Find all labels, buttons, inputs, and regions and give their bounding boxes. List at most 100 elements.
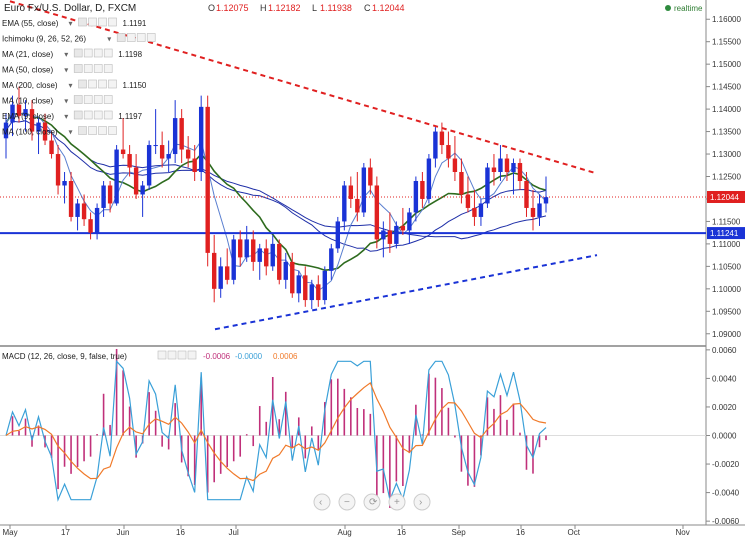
indicator-control-icon[interactable] [93, 110, 103, 120]
indicator-label: MA (100, close) [2, 128, 58, 137]
indicator-control-icon[interactable] [116, 33, 126, 42]
scroll-right-icon-glyph: › [419, 497, 422, 508]
macd-tick-label: 0.0040 [712, 374, 737, 383]
indicator-control-icon[interactable] [146, 33, 156, 42]
indicator-dropdown-icon[interactable]: ▾ [64, 112, 68, 121]
price-tick-label: 1.15000 [712, 60, 741, 69]
candle-body [543, 197, 549, 204]
indicator-control-icon[interactable] [78, 17, 87, 27]
candle-body [185, 149, 191, 159]
candle-body [55, 154, 61, 186]
time-tick-label: Oct [568, 528, 581, 537]
indicator-control-icon[interactable] [73, 95, 83, 104]
indicator-dropdown-icon[interactable]: ▾ [64, 97, 68, 106]
indicator-control-icon[interactable] [83, 48, 93, 58]
last-price-badge [707, 190, 745, 203]
candle-body [179, 118, 184, 150]
indicator-control-icon[interactable] [103, 110, 113, 120]
candle-body [329, 248, 334, 271]
candle-body [498, 158, 503, 173]
macd-tick-label: -0.0020 [712, 460, 740, 469]
indicator-label: MA (200, close) [2, 81, 58, 90]
scroll-left-icon[interactable] [313, 493, 331, 511]
candle-body [290, 261, 295, 294]
candle-body [459, 172, 464, 195]
indicator-control-icon[interactable] [73, 48, 83, 58]
macd-control-icon[interactable] [187, 350, 197, 360]
candle-body [101, 185, 106, 208]
candle-body [420, 180, 425, 199]
level-price-badge-text: 1.11241 [710, 229, 739, 238]
macd-legend-v1: -0.0006 [203, 352, 231, 361]
candle-body [361, 167, 367, 213]
candle-body [309, 284, 314, 301]
indicator-control-icon[interactable] [73, 64, 83, 73]
ohlc-label: C [364, 3, 371, 13]
indicator-control-icon[interactable] [103, 64, 113, 73]
indicator-dropdown-icon[interactable]: ▾ [107, 35, 111, 44]
indicator-dropdown-icon[interactable]: ▾ [69, 128, 73, 137]
indicator-dropdown-icon[interactable]: ▾ [64, 50, 68, 59]
indicator-control-icon[interactable] [98, 17, 107, 27]
indicator-control-icon[interactable] [98, 126, 107, 135]
candle-body [303, 275, 308, 301]
macd-tick-label: 0.0060 [712, 346, 737, 355]
candle-body [485, 167, 490, 204]
reset-icon[interactable] [363, 493, 381, 511]
indicator-control-icon[interactable] [93, 64, 103, 73]
candle-body [316, 284, 321, 301]
indicator-control-icon[interactable] [78, 79, 87, 89]
candle-body [120, 149, 126, 155]
indicator-control-icon[interactable] [88, 17, 97, 27]
ohlc-label: H [260, 3, 267, 13]
macd-control-icon[interactable] [157, 350, 167, 360]
candle-body [426, 158, 432, 199]
indicator-control-icon[interactable] [136, 33, 146, 42]
indicator-control-icon[interactable] [83, 110, 93, 120]
indicator-control-icon[interactable] [93, 95, 103, 104]
price-tick-label: 1.14500 [712, 83, 741, 92]
indicator-control-icon[interactable] [108, 126, 117, 135]
indicator-dropdown-icon[interactable]: ▾ [69, 81, 73, 90]
candle-body [81, 203, 87, 220]
candle-body [348, 185, 354, 199]
price-tick-label: 1.09500 [712, 307, 741, 316]
scroll-right-icon[interactable] [413, 493, 431, 511]
indicator-control-icon[interactable] [83, 64, 93, 73]
candle-body [504, 158, 510, 173]
candle-body [146, 145, 152, 186]
indicator-control-icon[interactable] [73, 110, 83, 120]
ohlc-value: 1.12044 [372, 3, 405, 13]
support-trendline[interactable] [214, 254, 598, 331]
indicator-dropdown-icon[interactable]: ▾ [64, 66, 68, 75]
zoom-in-icon[interactable] [388, 493, 406, 511]
resistance-trendline[interactable] [9, 0, 596, 174]
candle-body [23, 109, 28, 116]
indicator-control-icon[interactable] [88, 79, 97, 89]
indicator-control-icon[interactable] [126, 33, 136, 42]
zoom-out-icon[interactable] [338, 493, 356, 511]
candle-body [225, 266, 230, 280]
macd-control-icon[interactable] [177, 350, 187, 360]
indicator-control-icon[interactable] [108, 17, 117, 27]
macd-tick-label: -0.0040 [712, 489, 740, 498]
indicator-control-icon[interactable] [98, 79, 107, 89]
indicator-control-icon[interactable] [103, 95, 113, 104]
ohlc-label: O [208, 3, 215, 13]
macd-control-icon[interactable] [167, 350, 177, 360]
indicator-control-icon[interactable] [103, 48, 113, 58]
candle-body [127, 154, 132, 168]
indicator-dropdown-icon[interactable]: ▾ [69, 19, 73, 28]
indicator-control-icon[interactable] [83, 95, 93, 104]
time-tick-label: 17 [61, 528, 70, 537]
time-tick-label: 16 [397, 528, 406, 537]
macd-legend-v3: 0.0006 [273, 352, 298, 361]
price-tick-label: 1.10500 [712, 262, 741, 271]
indicator-control-icon[interactable] [93, 48, 103, 58]
indicator-control-icon[interactable] [78, 126, 87, 135]
indicator-control-icon[interactable] [88, 126, 97, 135]
indicator-control-icon[interactable] [108, 79, 117, 89]
